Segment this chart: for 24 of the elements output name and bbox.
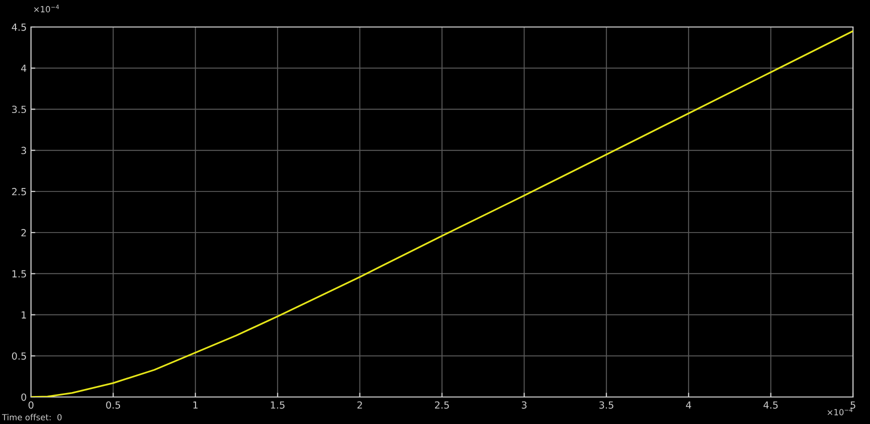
x-tick-label: 3.5 [599,401,614,409]
y-tick-label: 1 [22,311,26,318]
x-tick-label: 3 [522,401,527,409]
x-tick-label: 1.5 [270,401,284,409]
y-tick-label: 0 [21,393,26,401]
x-tick-label: 5 [850,401,856,409]
x-tick-label: 2.5 [434,401,449,409]
x-tick-label: 2 [357,401,362,409]
x-tick-label: 0 [28,401,34,409]
text: ×10$^{−4}$ [34,4,59,12]
y-tick-label: 4.5 [12,24,26,31]
x-tick-label: 0.5 [106,401,120,409]
x-tick-label: 1 [193,401,198,409]
y-tick-label: 1.5 [12,270,26,278]
y-tick-label: 3.5 [12,106,26,114]
y-tick-label: 2.5 [12,188,26,196]
y-tick-label: 2 [21,229,26,236]
y-tick-label: 4 [21,64,26,72]
x-tick-label: 4.5 [764,401,778,409]
y-tick-label: 0.5 [12,352,26,360]
x-tick-label: 4 [686,401,692,409]
y-tick-label: 3 [21,146,26,154]
text: Time offset: 0 [2,414,62,420]
line-series [31,30,853,397]
